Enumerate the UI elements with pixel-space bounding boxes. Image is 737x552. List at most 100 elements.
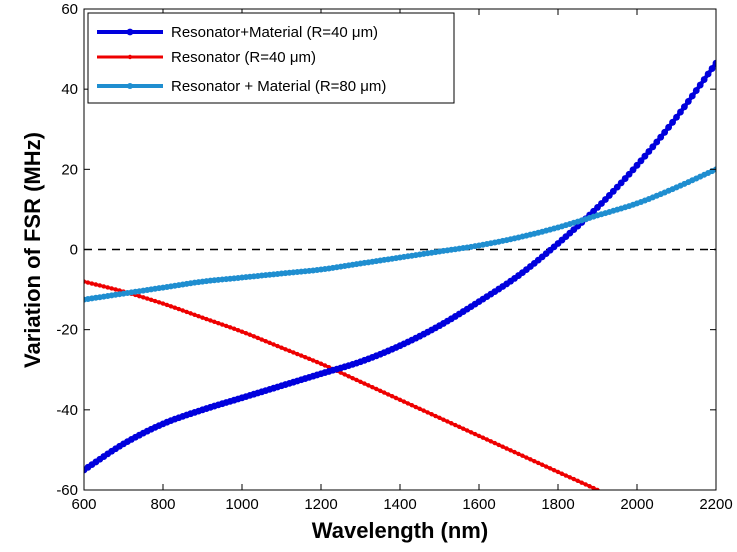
legend-label: Resonator + Material (R=80 μm) <box>171 78 386 95</box>
legend-marker <box>127 54 133 60</box>
data-point <box>551 467 557 473</box>
data-point <box>164 302 170 308</box>
data-point <box>342 372 347 377</box>
data-point <box>176 306 181 312</box>
data-point <box>421 408 426 413</box>
data-point <box>516 451 521 457</box>
data-point <box>231 326 237 331</box>
x-tick-label: 1200 <box>304 496 337 513</box>
data-point <box>649 143 657 151</box>
data-point <box>437 415 442 421</box>
data-point <box>397 397 403 403</box>
data-point <box>417 406 422 412</box>
data-point <box>192 312 197 317</box>
data-point <box>318 361 324 366</box>
x-tick-label: 1000 <box>225 496 258 513</box>
data-point <box>374 386 379 392</box>
data-point <box>89 281 95 286</box>
data-point <box>575 478 580 484</box>
y-tick-label: -40 <box>56 402 78 419</box>
data-point <box>247 332 253 337</box>
y-tick-label: -60 <box>56 482 78 499</box>
data-point <box>243 330 249 336</box>
data-point <box>665 123 672 131</box>
data-point <box>303 354 308 360</box>
data-point <box>263 338 268 344</box>
data-point <box>708 65 716 72</box>
data-point <box>555 469 561 475</box>
data-point <box>101 284 106 289</box>
data-point <box>259 337 264 342</box>
data-point <box>696 81 704 89</box>
data-point <box>172 305 178 310</box>
data-point <box>235 327 241 333</box>
legend-label: Resonator+Material (R=40 μm) <box>171 24 378 41</box>
data-point <box>382 390 387 395</box>
data-point <box>587 484 592 489</box>
data-point <box>540 462 545 467</box>
data-point <box>625 170 633 178</box>
data-point <box>520 453 525 458</box>
data-point <box>547 466 553 471</box>
data-point <box>227 325 233 330</box>
data-point <box>413 404 418 410</box>
data-point <box>453 422 458 428</box>
data-point <box>310 358 316 363</box>
data-point <box>472 431 478 437</box>
data-point <box>445 419 450 424</box>
x-axis-label: Wavelength (nm) <box>312 518 488 543</box>
data-point <box>196 314 201 319</box>
data-point <box>279 345 284 350</box>
data-point <box>700 76 708 83</box>
data-point <box>370 384 375 390</box>
data-point <box>429 412 434 417</box>
data-point <box>409 403 415 408</box>
y-tick-label: 60 <box>61 1 78 18</box>
series-3 <box>84 166 716 303</box>
data-point <box>251 334 257 339</box>
data-point <box>673 113 680 121</box>
data-point <box>464 428 470 433</box>
data-point <box>113 287 118 292</box>
data-point <box>401 399 407 404</box>
data-point <box>299 353 304 358</box>
x-tick-label: 800 <box>150 496 175 513</box>
data-point <box>591 485 596 490</box>
data-point <box>500 444 505 449</box>
data-point <box>567 475 573 480</box>
x-tick-label: 1800 <box>541 496 574 513</box>
data-point <box>476 433 482 439</box>
data-point <box>457 424 462 430</box>
data-point <box>271 342 276 347</box>
data-point <box>524 455 529 460</box>
data-point <box>433 413 438 419</box>
data-point <box>633 161 641 169</box>
data-point <box>492 440 497 446</box>
data-point <box>180 308 185 313</box>
data-point <box>603 492 607 496</box>
data-point <box>504 446 509 451</box>
data-point <box>338 370 343 375</box>
x-tick-label: 600 <box>71 496 96 513</box>
data-point <box>188 311 193 316</box>
data-point <box>212 319 217 324</box>
data-point <box>275 343 280 349</box>
data-point <box>712 59 716 67</box>
legend-entry: Resonator (R=40 μm) <box>97 49 316 66</box>
data-point <box>595 487 600 490</box>
data-point <box>358 379 363 384</box>
data-point <box>295 351 300 357</box>
data-point <box>354 377 359 383</box>
data-point <box>441 417 446 422</box>
data-point <box>84 279 87 284</box>
data-point <box>532 458 537 464</box>
data-point <box>97 283 103 288</box>
data-point <box>141 295 146 300</box>
data-point <box>543 464 549 469</box>
data-point <box>692 87 700 94</box>
data-point <box>496 442 501 448</box>
y-tick-label: 40 <box>61 81 78 98</box>
data-point <box>156 300 162 305</box>
data-point <box>621 175 629 182</box>
